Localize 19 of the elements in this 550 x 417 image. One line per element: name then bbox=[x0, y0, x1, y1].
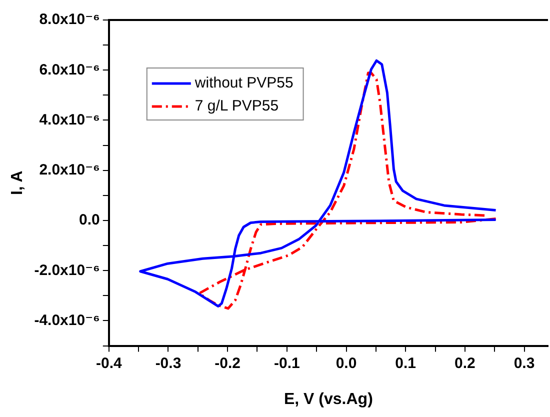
y-tick-label: -4.0x10⁻⁶ bbox=[34, 312, 100, 329]
y-tick-label: 4.0x10⁻⁶ bbox=[39, 111, 100, 128]
legend-label: 7 g/L PVP55 bbox=[194, 98, 279, 115]
x-tick-label: -0.4 bbox=[96, 354, 122, 372]
y-tick-label: -2.0x10⁻⁶ bbox=[34, 262, 100, 279]
x-tick-label: 0.0 bbox=[336, 354, 357, 372]
y-tick-label: 0.0 bbox=[79, 212, 100, 229]
y-axis-title: I, A bbox=[9, 170, 26, 196]
x-tick-label: 0.3 bbox=[514, 354, 535, 372]
x-axis-title: E, V (vs.Ag) bbox=[284, 390, 373, 408]
x-tick-label: -0.3 bbox=[155, 354, 182, 372]
x-tick-label: 0.2 bbox=[454, 354, 476, 372]
y-tick-label: 8.0x10⁻⁶ bbox=[39, 11, 100, 28]
y-tick-label: 6.0x10⁻⁶ bbox=[39, 61, 100, 78]
x-tick-label: -0.1 bbox=[274, 354, 300, 372]
legend-label: without PVP55 bbox=[194, 74, 294, 92]
x-tick-label: 0.1 bbox=[395, 354, 416, 372]
x-tick-label: -0.2 bbox=[214, 354, 241, 372]
y-tick-label: 2.0x10⁻⁶ bbox=[39, 162, 100, 179]
